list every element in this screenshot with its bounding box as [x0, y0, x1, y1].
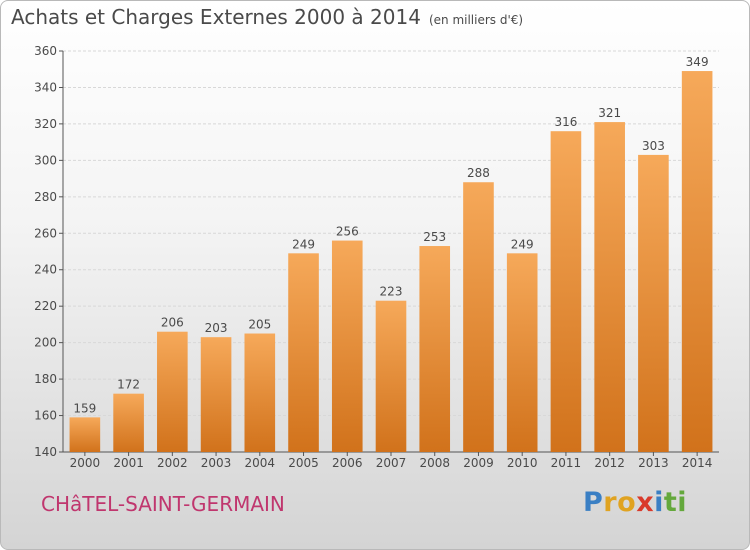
logo-letter: r	[603, 487, 618, 518]
logo-letter: i	[677, 487, 688, 518]
logo-letter: P	[583, 487, 604, 518]
x-tick-label: 2014	[682, 456, 713, 470]
y-tick-label: 160	[34, 409, 57, 423]
proxiti-logo: Proxiti	[583, 487, 687, 518]
data-label-2006: 256	[336, 225, 359, 239]
y-tick-label: 360	[34, 44, 57, 58]
data-label-2008: 253	[423, 230, 446, 244]
x-tick-label: 2004	[245, 456, 276, 470]
data-label-2002: 206	[161, 316, 184, 330]
chart-title-text: Achats et Charges Externes 2000 à 2014	[11, 5, 421, 29]
data-label-2000: 159	[73, 401, 96, 415]
logo-letter: t	[663, 487, 678, 518]
data-label-2012: 321	[598, 106, 621, 120]
x-tick-label: 2003	[201, 456, 232, 470]
x-tick-label: 2009	[463, 456, 494, 470]
data-label-2011: 316	[554, 115, 577, 129]
x-tick-label: 2000	[70, 456, 101, 470]
data-label-2009: 288	[467, 166, 490, 180]
data-label-2013: 303	[642, 139, 665, 153]
x-tick-label: 2007	[376, 456, 407, 470]
bar-2009	[463, 182, 494, 452]
logo-letter: o	[617, 487, 637, 518]
bar-2010	[506, 253, 538, 452]
data-label-2010: 249	[511, 237, 534, 251]
y-tick-label: 320	[34, 117, 57, 131]
bar-2003	[200, 337, 232, 452]
logo-letter: x	[636, 487, 655, 518]
bar-2007	[375, 300, 407, 452]
y-tick-label: 300	[34, 153, 57, 167]
x-tick-label: 2012	[594, 456, 625, 470]
x-tick-label: 2011	[551, 456, 582, 470]
axes: 140 160 180 200 220 240 260 280 300 320 340 360 2000…	[34, 44, 719, 470]
y-tick-label: 140	[34, 445, 57, 459]
x-tick-label: 2010	[507, 456, 538, 470]
bar-2000	[69, 417, 101, 452]
bar-2002	[157, 331, 188, 452]
x-tick-label: 2006	[332, 456, 363, 470]
y-tick-label: 220	[34, 299, 57, 313]
commune-name: CHâTEL-SAINT-GERMAIN	[41, 492, 285, 516]
y-tick-label: 240	[34, 263, 57, 277]
data-label-2001: 172	[117, 378, 140, 392]
y-tick-label: 180	[34, 372, 57, 386]
bar-2005	[288, 253, 319, 452]
x-tick-label: 2008	[419, 456, 450, 470]
bar-2013	[638, 154, 669, 453]
data-label-2003: 203	[205, 321, 228, 335]
x-tick-label: 2002	[157, 456, 188, 470]
bar-2001	[113, 393, 144, 452]
data-label-2014: 349	[686, 55, 709, 69]
x-tick-label: 2005	[288, 456, 319, 470]
y-tick-label: 280	[34, 190, 57, 204]
y-tick-label: 200	[34, 336, 57, 350]
bars	[69, 71, 713, 453]
data-labels: 159 172 206 203 205 249 256 223 253 288 249 316 321 3…	[73, 55, 708, 415]
y-tick-label: 340	[34, 80, 57, 94]
bar-2014	[681, 71, 713, 453]
x-tick-label: 2013	[638, 456, 669, 470]
chart-unit-label: (en milliers d'€)	[428, 13, 524, 27]
data-label-2007: 223	[380, 285, 403, 299]
x-tick-label: 2001	[113, 456, 144, 470]
logo-letter: i	[654, 487, 664, 518]
chart-title: Achats et Charges Externes 2000 à 2014 (e…	[11, 5, 523, 29]
data-label-2004: 205	[248, 318, 271, 332]
bar-2004	[244, 333, 276, 452]
bar-2012	[594, 122, 625, 452]
y-tick-label: 260	[34, 226, 57, 240]
bar-2008	[419, 246, 451, 452]
bar-2006	[331, 240, 363, 452]
data-label-2005: 249	[292, 237, 315, 251]
bar-2011	[550, 131, 582, 452]
